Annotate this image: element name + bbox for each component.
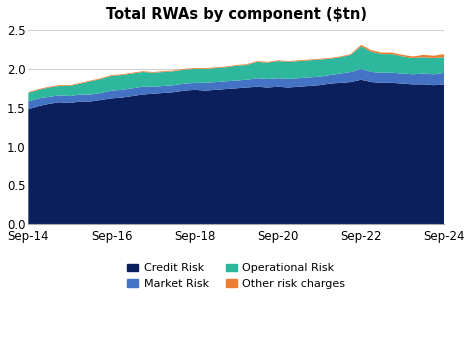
Legend: Credit Risk, Market Risk, Operational Risk, Other risk charges: Credit Risk, Market Risk, Operational Ri… [123,259,350,293]
Title: Total RWAs by component ($tn): Total RWAs by component ($tn) [106,7,367,22]
